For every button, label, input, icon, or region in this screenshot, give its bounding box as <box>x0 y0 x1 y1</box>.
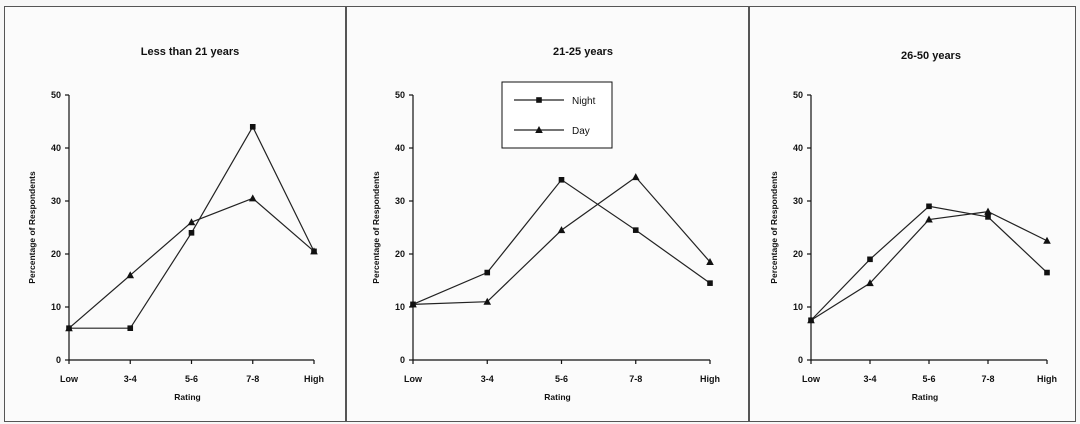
legend-label-night: Night <box>572 96 596 107</box>
data-point-night <box>249 124 256 130</box>
y-axis-label: Percentage of Respondents <box>371 171 381 284</box>
y-axis-label: Percentage of Respondents <box>27 171 37 284</box>
x-tick-label: 3-4 <box>481 374 494 384</box>
y-tick-label: 30 <box>793 196 803 206</box>
data-point-day <box>187 218 196 226</box>
data-point-day <box>631 173 640 181</box>
x-axis-label: Rating <box>912 392 938 402</box>
y-tick-label: 50 <box>51 90 61 100</box>
chart-panel-26-50: 26-50 years 0 10 20 30 40 50 Low 3-4 5-6 7-8 High Ra… <box>749 6 1076 422</box>
x-tick-label: 3-4 <box>863 374 876 384</box>
y-tick-label: 10 <box>793 302 803 312</box>
y-tick-label: 50 <box>395 90 405 100</box>
x-tick-label: Low <box>404 374 423 384</box>
data-point-day <box>409 300 417 308</box>
series-line-day <box>810 210 1048 321</box>
y-tick-label: 10 <box>395 302 405 312</box>
data-point-day <box>866 279 874 287</box>
x-tick-label: Low <box>60 374 79 384</box>
x-tick-label: 7-8 <box>246 374 259 384</box>
series-line-day <box>68 197 315 329</box>
data-point-day <box>483 297 492 305</box>
series-line-night <box>412 178 711 305</box>
y-tick-label: 40 <box>793 143 803 153</box>
legend-box <box>501 81 613 149</box>
chart-panel-under-21: Less than 21 years 0 10 20 30 40 50 Low 3-4 5-6 7-… <box>4 6 346 422</box>
data-point-night <box>632 227 639 233</box>
data-point-night <box>985 214 991 220</box>
x-tick-label: High <box>304 374 324 384</box>
data-point-day <box>807 316 815 324</box>
legend-marker-day <box>535 126 543 133</box>
data-point-night <box>926 203 932 210</box>
series-line-night <box>69 125 315 329</box>
x-tick-label: 3-4 <box>124 374 137 384</box>
chart-svg-under-21: Less than 21 years 0 10 20 30 40 50 Low 3-4 5-6 7-… <box>27 46 324 402</box>
x-tick-label: 7-8 <box>629 374 642 384</box>
data-point-day <box>126 271 135 279</box>
x-tick-label: High <box>700 374 720 384</box>
y-tick-label: 40 <box>51 143 61 153</box>
chart-svg-21-25: 21-25 years 0 10 20 30 40 50 Low 3-4 5-6 7-8 High Ra… <box>371 46 720 402</box>
data-point-day <box>65 324 73 332</box>
x-tick-label: 5-6 <box>555 374 568 384</box>
chart-svg-26-50: 26-50 years 0 10 20 30 40 50 Low 3-4 5-6 7-8 High Ra… <box>769 50 1057 402</box>
x-tick-label: 7-8 <box>981 374 994 384</box>
y-tick-label: 20 <box>51 249 61 259</box>
y-tick-label: 40 <box>395 143 405 153</box>
chart-title: 21-25 years <box>553 46 613 58</box>
chart-title: 26-50 years <box>901 50 961 62</box>
y-tick-label: 20 <box>793 249 803 259</box>
data-point-day <box>1043 236 1051 244</box>
data-point-day <box>557 226 566 234</box>
data-point-night <box>867 256 873 263</box>
data-point-night <box>707 280 713 286</box>
y-tick-label: 50 <box>793 90 803 100</box>
y-tick-label: 0 <box>798 355 803 365</box>
legend-label-day: Day <box>572 126 590 137</box>
y-tick-label: 10 <box>51 302 61 312</box>
data-point-night <box>1044 269 1050 276</box>
data-point-day <box>310 247 318 255</box>
data-point-night <box>127 325 134 331</box>
x-tick-label: Low <box>802 374 821 384</box>
data-point-night <box>188 230 195 236</box>
chart-title: Less than 21 years <box>141 46 239 58</box>
x-tick-label: 5-6 <box>922 374 935 384</box>
data-point-day <box>706 257 714 265</box>
y-tick-label: 30 <box>51 196 61 206</box>
y-tick-label: 0 <box>400 355 405 365</box>
data-point-day <box>984 207 992 215</box>
chart-panel-21-25: 21-25 years 0 10 20 30 40 50 Low 3-4 5-6 7-8 High Ra… <box>346 6 749 422</box>
y-tick-label: 30 <box>395 196 405 206</box>
data-point-night <box>558 177 565 183</box>
y-tick-label: 0 <box>56 355 61 365</box>
x-tick-label: High <box>1037 374 1057 384</box>
x-axis-label: Rating <box>174 392 200 402</box>
data-point-night <box>484 269 491 276</box>
y-tick-label: 20 <box>395 249 405 259</box>
data-point-day <box>248 194 257 202</box>
x-tick-label: 5-6 <box>185 374 198 384</box>
y-axis-label: Percentage of Respondents <box>769 171 779 284</box>
x-axis-label: Rating <box>544 392 570 402</box>
data-point-day <box>925 215 933 223</box>
legend-marker-night <box>536 97 542 103</box>
